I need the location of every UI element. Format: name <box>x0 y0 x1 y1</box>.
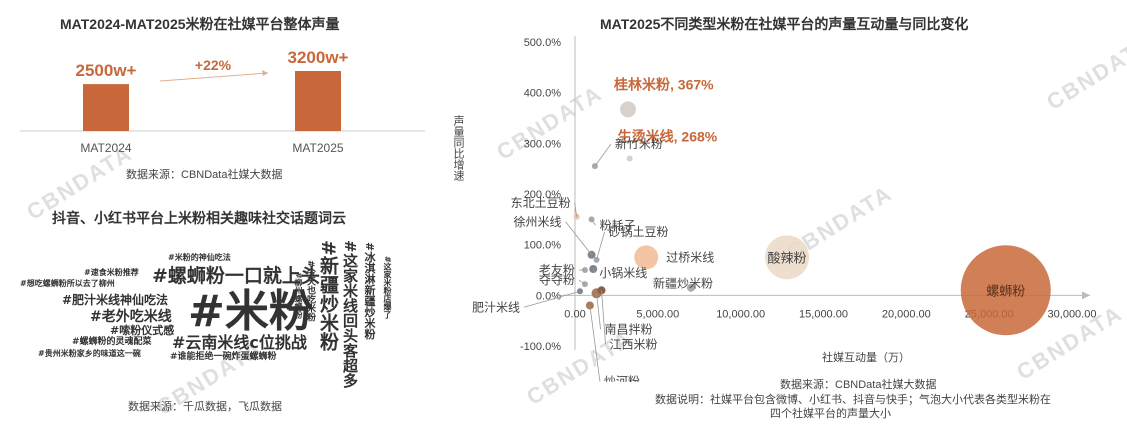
wordcloud-word: #老外吃米线 <box>90 309 172 325</box>
leader-line <box>596 293 601 330</box>
leader-line <box>594 143 612 167</box>
wordcloud-word: #冰淇淋新疆炒米粉 <box>363 242 376 340</box>
leader-line <box>578 279 586 285</box>
wordcloud-word: #米粉 <box>188 286 313 337</box>
leader-line <box>565 221 592 256</box>
bar-data-label: 2500w+ <box>76 61 137 80</box>
bar <box>295 71 341 131</box>
y-tick-label: 300.0% <box>524 138 562 150</box>
x-tick-label: MAT2025 <box>292 141 343 155</box>
point-label: 新竹米粉 <box>615 136 663 151</box>
leader-line <box>592 268 596 274</box>
y-tick-label: 200.0% <box>524 189 562 201</box>
wordcloud-word: #谁能拒绝一碗炸蛋螺蛳粉 <box>170 352 277 362</box>
bubble-chart-note-line1: 数据说明：社媒平台包含微博、小红书、抖音与快手；气泡大小代表各类型米粉在 <box>655 394 1051 406</box>
bar-chart-title: MAT2024-MAT2025米粉在社媒平台整体声量 <box>60 16 340 32</box>
leader-line <box>589 305 601 382</box>
wordcloud-word: #想吃螺蛳粉所以去了柳州 <box>20 279 115 288</box>
wordcloud-word: #肥汁米线神仙吃法 <box>62 293 169 307</box>
point-label: 小锅米线 <box>599 265 647 280</box>
y-tick-label: 400.0% <box>524 88 562 100</box>
bar-chart: 2500w+ MAT2024 3200w+ MAT2025 +22% <box>20 48 425 155</box>
point-label: 肥汁米线 <box>472 300 520 314</box>
x-tick-label: MAT2024 <box>80 141 131 155</box>
wordcloud-word: #柳州螺蛳粉 <box>294 272 303 319</box>
leader-line <box>601 290 606 345</box>
bubble <box>686 283 695 292</box>
wordcloud-word: #贵州米粉家乡的味道这一碗 <box>38 349 141 358</box>
wordcloud-title: 抖音、小红书平台上米粉相关趣味社交话题词云 <box>52 210 346 226</box>
point-label: 炒河粉 <box>604 374 640 382</box>
bubble-chart-title: MAT2025不同类型米粉在社媒平台的声量互动量与同比变化 <box>600 16 969 32</box>
bubble <box>597 286 606 295</box>
leader-line <box>574 202 578 217</box>
bubble <box>620 101 637 118</box>
x-tick-label: 15,000.00 <box>799 308 848 320</box>
y-tick-label: 500.0% <box>524 37 562 49</box>
bubble <box>765 235 810 280</box>
x-tick-label: 20,000.00 <box>882 308 931 320</box>
bubble <box>634 245 659 270</box>
y-tick-label: -100.0% <box>520 341 561 353</box>
bubble-chart-source: 数据来源：CBNData社媒大数据 <box>780 379 937 391</box>
bubble <box>573 213 580 220</box>
y-axis-label: 声量同比增速 <box>452 114 465 181</box>
x-tick-label: 5,000.00 <box>636 308 679 320</box>
wordcloud-word: #这家米粉店爆了 <box>383 256 392 319</box>
point-label: 桂林米粉, 367% <box>613 76 714 92</box>
x-tick-label: 0.00 <box>564 308 585 320</box>
wordcloud: #米粉 #螺蛳粉一口就上头 #云南米线c位挑战 #肥汁米线神仙吃法 #老外吃米线… <box>0 232 440 392</box>
x-tick-label: 10,000.00 <box>716 308 765 320</box>
point-label: 夺夺粉 <box>539 273 575 287</box>
wordcloud-word: #这家米线回头客超多 <box>341 240 359 388</box>
point-label: 徐州米线 <box>514 214 562 229</box>
bar-data-label: 3200w+ <box>288 48 349 67</box>
bubble <box>588 216 595 223</box>
point-label: 砂锅土豆粉 <box>609 224 669 239</box>
wordcloud-word: #米粉的神仙吃法 <box>168 253 231 262</box>
bar <box>83 84 129 131</box>
y-tick-label: 0.0% <box>536 290 561 302</box>
point-label: 生烫米线, 268% <box>618 129 718 145</box>
point-label: 老友粉 <box>539 263 575 277</box>
point-label: 粉耗子 <box>600 218 636 232</box>
bubble-chart: -100.0% 0.0% 100.0% 200.0% 300.0% 400.0% 500.0… <box>452 36 1097 382</box>
point-label: 过桥米线 <box>666 250 714 264</box>
x-axis-arrow <box>1082 291 1090 300</box>
wordcloud-word: #云南米线c位挑战 <box>172 333 307 352</box>
wordcloud-source: 数据来源：千瓜数据，飞瓜数据 <box>128 401 282 413</box>
bubble <box>626 155 633 162</box>
point-label: 江西米粉 <box>610 337 658 351</box>
point-label: 螺蛳粉 <box>986 283 1025 298</box>
leader-line <box>591 219 596 226</box>
point-label: 新疆炒米粉 <box>653 276 713 291</box>
bubble-chart-note-line2: 四个社媒平台的声量大小 <box>770 408 891 420</box>
growth-arrow-head <box>262 70 268 76</box>
wordcloud-word: #螺蛳粉的灵魂配菜 <box>72 337 152 347</box>
x-tick-label: 30,000.00 <box>1048 308 1097 320</box>
leader-line <box>523 290 581 308</box>
point-label: 酸辣粉 <box>768 250 807 265</box>
growth-label: +22% <box>195 57 232 73</box>
leader-line <box>596 231 605 260</box>
wordcloud-word: #速食米粉推荐 <box>84 268 139 277</box>
bubble <box>960 245 1051 336</box>
y-tick-label: 100.0% <box>524 240 562 252</box>
wordcloud-word: #新疆炒米粉 <box>317 240 339 351</box>
wordcloud-word: #嗦粉仪式感 <box>110 324 175 337</box>
point-label: 东北土豆粉 <box>511 196 571 210</box>
x-axis-label: 社媒互动量（万） <box>822 350 910 364</box>
wordcloud-word: #今天也吃米粉 <box>305 260 315 322</box>
bar-chart-source: 数据来源：CBNData社媒大数据 <box>126 169 283 181</box>
wordcloud-word: #螺蛳粉一口就上头 <box>152 265 320 287</box>
point-label: 南昌拌粉 <box>605 321 653 336</box>
growth-arrow <box>159 72 269 82</box>
